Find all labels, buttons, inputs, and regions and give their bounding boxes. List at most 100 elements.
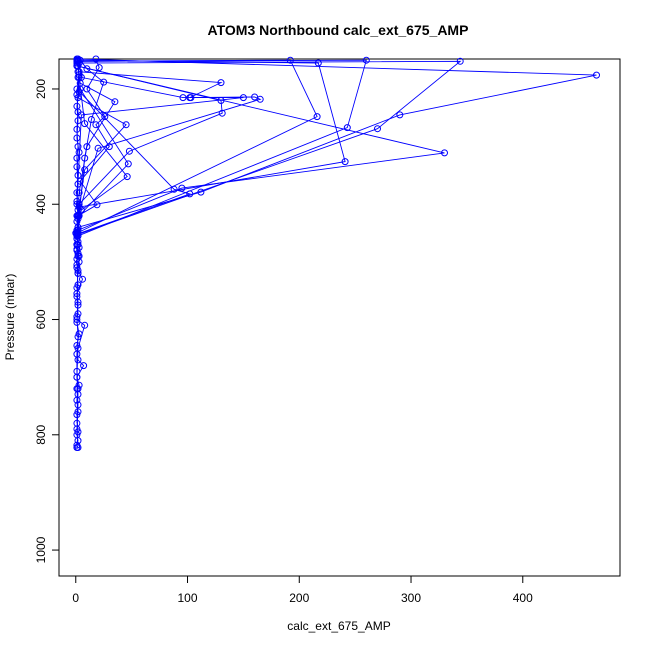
- data-point: [343, 124, 351, 132]
- data-point: [74, 249, 82, 257]
- x-axis-label: calc_ext_675_AMP: [287, 619, 390, 633]
- series-layer: [72, 55, 600, 451]
- data-point: [76, 56, 84, 64]
- data-point: [81, 154, 89, 162]
- data-point: [123, 173, 131, 181]
- x-axis: 0 100 200 300 400: [72, 575, 533, 605]
- data-point: [593, 71, 600, 79]
- data-point: [186, 94, 194, 102]
- data-point: [74, 238, 82, 246]
- data-point: [94, 144, 102, 152]
- series-line: [77, 59, 367, 237]
- series-line: [76, 71, 244, 205]
- series-10: [73, 57, 464, 239]
- data-point: [73, 134, 81, 142]
- data-point: [256, 95, 264, 103]
- data-point: [92, 55, 100, 63]
- data-point: [341, 158, 349, 166]
- data-point: [74, 269, 82, 277]
- data-point: [74, 390, 82, 398]
- series-line: [76, 59, 318, 234]
- data-point: [73, 226, 81, 234]
- data-point: [81, 321, 89, 329]
- data-point: [186, 190, 194, 198]
- data-point: [81, 166, 89, 174]
- data-point: [74, 180, 82, 188]
- data-point: [73, 197, 81, 205]
- series-3: [73, 68, 247, 208]
- y-tick-label: 600: [34, 309, 48, 329]
- data-point: [111, 98, 119, 106]
- series-line: [76, 65, 445, 231]
- data-point: [75, 148, 83, 156]
- data-point: [124, 160, 132, 168]
- data-point: [75, 330, 83, 338]
- y-tick-label: 800: [34, 424, 48, 444]
- data-point: [170, 185, 178, 193]
- data-point: [218, 109, 226, 117]
- data-point: [122, 121, 130, 129]
- data-point: [101, 113, 109, 121]
- data-point: [95, 64, 103, 72]
- plot-area: [58, 58, 621, 577]
- data-point: [74, 301, 82, 309]
- data-point: [396, 111, 404, 119]
- data-point: [79, 275, 86, 283]
- data-point: [179, 94, 187, 102]
- data-point: [80, 362, 88, 370]
- data-point: [197, 188, 205, 196]
- data-point: [74, 252, 82, 260]
- series-line: [76, 88, 192, 235]
- data-point: [73, 444, 81, 451]
- data-point: [75, 189, 83, 197]
- y-axis-label: Pressure (mbar): [3, 274, 17, 361]
- series-20: [73, 73, 83, 260]
- data-point: [83, 65, 91, 73]
- data-point: [83, 85, 91, 93]
- data-point: [178, 184, 186, 192]
- x-tick-label: 400: [513, 591, 533, 605]
- x-tick-label: 0: [72, 591, 79, 605]
- x-tick-label: 300: [401, 591, 421, 605]
- data-point: [217, 79, 225, 87]
- data-point: [441, 149, 448, 157]
- data-point: [74, 73, 82, 81]
- series-6: [73, 55, 131, 237]
- y-tick-label: 400: [34, 194, 48, 214]
- data-point: [87, 116, 95, 123]
- data-point: [73, 411, 81, 419]
- data-point: [73, 290, 81, 298]
- y-tick-label: 200: [34, 79, 48, 99]
- data-point: [73, 62, 81, 70]
- y-tick-label: 1000: [34, 536, 48, 563]
- data-point: [81, 120, 89, 128]
- series-line: [76, 77, 80, 257]
- data-point: [73, 261, 81, 269]
- x-tick-label: 100: [178, 591, 198, 605]
- data-point: [73, 102, 81, 110]
- data-point: [92, 121, 100, 129]
- data-point: [73, 342, 81, 349]
- series-8: [73, 56, 321, 237]
- data-point: [73, 318, 81, 326]
- data-point: [313, 113, 321, 121]
- data-point: [74, 428, 82, 436]
- data-point: [73, 373, 81, 381]
- data-point: [75, 88, 83, 96]
- series-4: [73, 62, 226, 237]
- data-point: [105, 143, 113, 151]
- data-point: [74, 356, 82, 364]
- data-point: [100, 78, 108, 86]
- data-point: [456, 57, 464, 65]
- y-axis: 200 400 600 800 1000: [34, 79, 60, 563]
- data-point: [362, 56, 370, 64]
- data-point: [374, 125, 381, 133]
- chart-title: ATOM3 Northbound calc_ext_675_AMP: [208, 22, 469, 38]
- data-point: [239, 94, 247, 102]
- data-point: [74, 117, 82, 125]
- data-point: [73, 163, 81, 171]
- data-point: [93, 201, 101, 209]
- series-line: [77, 58, 597, 228]
- data-point: [74, 215, 82, 223]
